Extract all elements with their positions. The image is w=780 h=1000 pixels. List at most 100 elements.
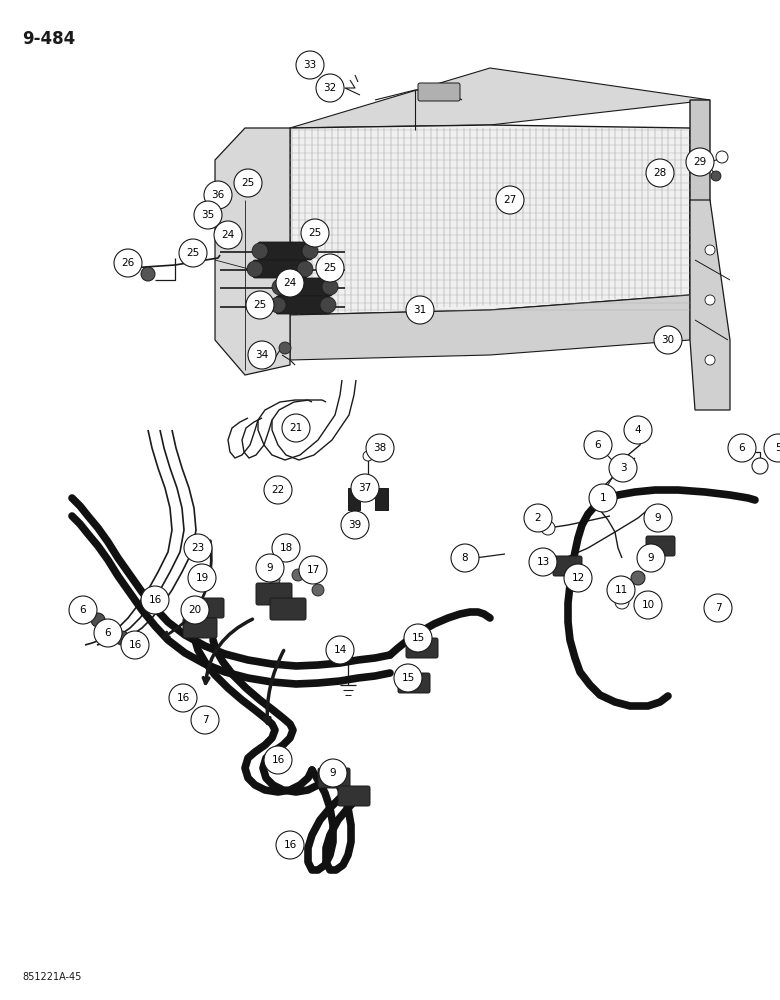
Text: 36: 36 [211, 190, 225, 200]
Text: 9: 9 [647, 553, 654, 563]
Text: 9: 9 [654, 513, 661, 523]
Text: 24: 24 [222, 230, 235, 240]
Circle shape [312, 584, 324, 596]
Text: 14: 14 [333, 645, 346, 655]
Circle shape [728, 434, 756, 462]
Circle shape [320, 297, 336, 313]
Text: 25: 25 [241, 178, 254, 188]
Circle shape [705, 245, 715, 255]
Circle shape [115, 631, 129, 645]
Circle shape [564, 564, 592, 592]
Circle shape [351, 521, 365, 535]
Text: 6: 6 [105, 628, 112, 638]
Circle shape [297, 261, 313, 277]
Circle shape [326, 636, 354, 664]
Text: 35: 35 [201, 210, 215, 220]
Text: 2: 2 [534, 513, 541, 523]
Circle shape [169, 684, 197, 712]
Text: 9: 9 [330, 768, 336, 778]
Text: 15: 15 [402, 673, 415, 683]
Circle shape [587, 438, 603, 454]
Text: 6: 6 [739, 443, 746, 453]
Text: 10: 10 [641, 600, 654, 610]
Text: 5: 5 [775, 443, 780, 453]
Text: 31: 31 [413, 305, 427, 315]
Circle shape [270, 297, 286, 313]
Circle shape [404, 624, 432, 652]
Circle shape [301, 219, 329, 247]
FancyBboxPatch shape [270, 598, 306, 620]
Circle shape [322, 279, 338, 295]
Polygon shape [690, 100, 710, 295]
Circle shape [366, 434, 394, 462]
Circle shape [94, 619, 122, 647]
Text: 18: 18 [279, 543, 292, 553]
Circle shape [598, 493, 612, 507]
Circle shape [612, 462, 628, 478]
Text: 25: 25 [254, 300, 267, 310]
Circle shape [733, 441, 751, 459]
FancyBboxPatch shape [318, 768, 350, 788]
Circle shape [252, 243, 268, 259]
Text: 32: 32 [324, 83, 337, 93]
Circle shape [654, 326, 682, 354]
Text: 39: 39 [349, 520, 362, 530]
Text: 3: 3 [619, 463, 626, 473]
FancyBboxPatch shape [406, 638, 438, 658]
Polygon shape [690, 200, 730, 410]
FancyBboxPatch shape [278, 278, 332, 296]
Text: 21: 21 [289, 423, 303, 433]
Polygon shape [290, 295, 690, 360]
Circle shape [529, 548, 557, 576]
Circle shape [299, 556, 327, 584]
Text: 26: 26 [122, 258, 135, 268]
FancyBboxPatch shape [276, 296, 330, 314]
Circle shape [705, 295, 715, 305]
Circle shape [214, 221, 242, 249]
Circle shape [292, 569, 304, 581]
Circle shape [194, 201, 222, 229]
Circle shape [319, 759, 347, 787]
Text: 16: 16 [148, 595, 161, 605]
Circle shape [276, 831, 304, 859]
FancyBboxPatch shape [256, 583, 292, 605]
Circle shape [141, 586, 169, 614]
Circle shape [496, 186, 524, 214]
Circle shape [246, 291, 274, 319]
Text: 16: 16 [271, 755, 285, 765]
Polygon shape [348, 488, 388, 510]
Text: 4: 4 [635, 425, 641, 435]
Circle shape [179, 239, 207, 267]
Circle shape [247, 261, 263, 277]
Text: 23: 23 [191, 543, 204, 553]
Circle shape [635, 428, 649, 442]
Polygon shape [290, 125, 690, 315]
Text: 30: 30 [661, 335, 675, 345]
Circle shape [270, 575, 280, 585]
Circle shape [272, 279, 288, 295]
Circle shape [646, 159, 674, 187]
FancyBboxPatch shape [646, 536, 675, 556]
Circle shape [264, 476, 292, 504]
Circle shape [406, 296, 434, 324]
Circle shape [341, 511, 369, 539]
Text: 8: 8 [462, 553, 468, 563]
Text: 25: 25 [308, 228, 321, 238]
Circle shape [276, 269, 304, 297]
Text: 11: 11 [615, 585, 628, 595]
Text: 20: 20 [189, 605, 201, 615]
Circle shape [181, 596, 209, 624]
Circle shape [141, 267, 155, 281]
Text: 37: 37 [358, 483, 371, 493]
Circle shape [191, 706, 219, 734]
FancyBboxPatch shape [183, 618, 217, 638]
FancyBboxPatch shape [258, 242, 312, 260]
Text: 851221A-45: 851221A-45 [22, 972, 81, 982]
FancyBboxPatch shape [418, 83, 460, 101]
Circle shape [624, 416, 652, 444]
Text: 29: 29 [693, 157, 707, 167]
Text: 25: 25 [324, 263, 337, 273]
Circle shape [752, 458, 768, 474]
Text: 22: 22 [271, 485, 285, 495]
FancyBboxPatch shape [398, 673, 430, 693]
